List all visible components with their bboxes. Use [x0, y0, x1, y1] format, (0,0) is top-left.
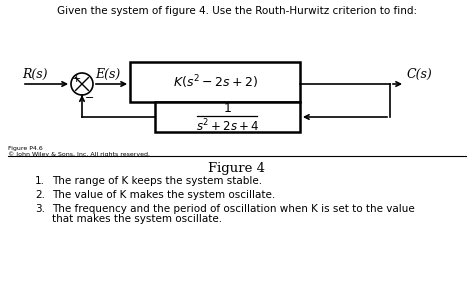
- FancyBboxPatch shape: [130, 62, 300, 102]
- Text: © John Wiley & Sons, Inc. All rights reserved.: © John Wiley & Sons, Inc. All rights res…: [8, 151, 150, 157]
- Text: Given the system of figure 4. Use the Routh-Hurwitz criterion to find:: Given the system of figure 4. Use the Ro…: [57, 6, 417, 16]
- Text: +: +: [72, 74, 82, 84]
- Text: 3.: 3.: [35, 204, 45, 214]
- Text: R(s): R(s): [22, 68, 47, 81]
- Text: $K(s^2-2s+2)$: $K(s^2-2s+2)$: [173, 73, 257, 91]
- Text: Figure 4: Figure 4: [209, 162, 265, 175]
- Text: Figure P4.6: Figure P4.6: [8, 146, 43, 151]
- Text: that makes the system oscillate.: that makes the system oscillate.: [52, 214, 222, 224]
- Text: The frequency and the period of oscillation when K is set to the value: The frequency and the period of oscillat…: [52, 204, 415, 214]
- Text: $s^2+2s+4$: $s^2+2s+4$: [196, 118, 259, 135]
- Text: The value of K makes the system oscillate.: The value of K makes the system oscillat…: [52, 190, 275, 200]
- Text: C(s): C(s): [407, 68, 433, 81]
- FancyBboxPatch shape: [155, 102, 300, 132]
- Text: 2.: 2.: [35, 190, 45, 200]
- Text: 1: 1: [224, 102, 231, 115]
- Text: −: −: [85, 93, 94, 103]
- Text: The range of K keeps the system stable.: The range of K keeps the system stable.: [52, 176, 262, 186]
- Text: 1.: 1.: [35, 176, 45, 186]
- Text: E(s): E(s): [95, 68, 120, 81]
